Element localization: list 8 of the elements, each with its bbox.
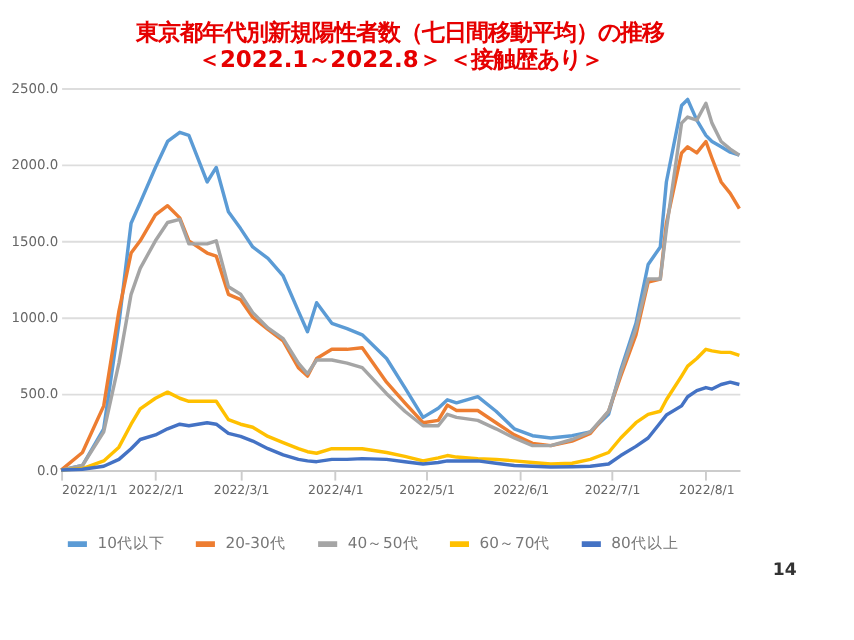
legend-label: 10代以下 — [97, 533, 165, 552]
legend-label: 60～70代 — [479, 533, 551, 552]
legend-label: 20-30代 — [225, 533, 286, 552]
text: ＜2022.1～2022.8＞ ＜接触歴あり＞ — [197, 44, 603, 73]
text: 東京都年代別新規陽性者数（七日間移動平均）の推移 — [136, 18, 665, 47]
text: 14 — [772, 561, 797, 582]
legend-label: 40～50代 — [347, 533, 419, 552]
legend-label: 80代以上 — [611, 533, 679, 552]
